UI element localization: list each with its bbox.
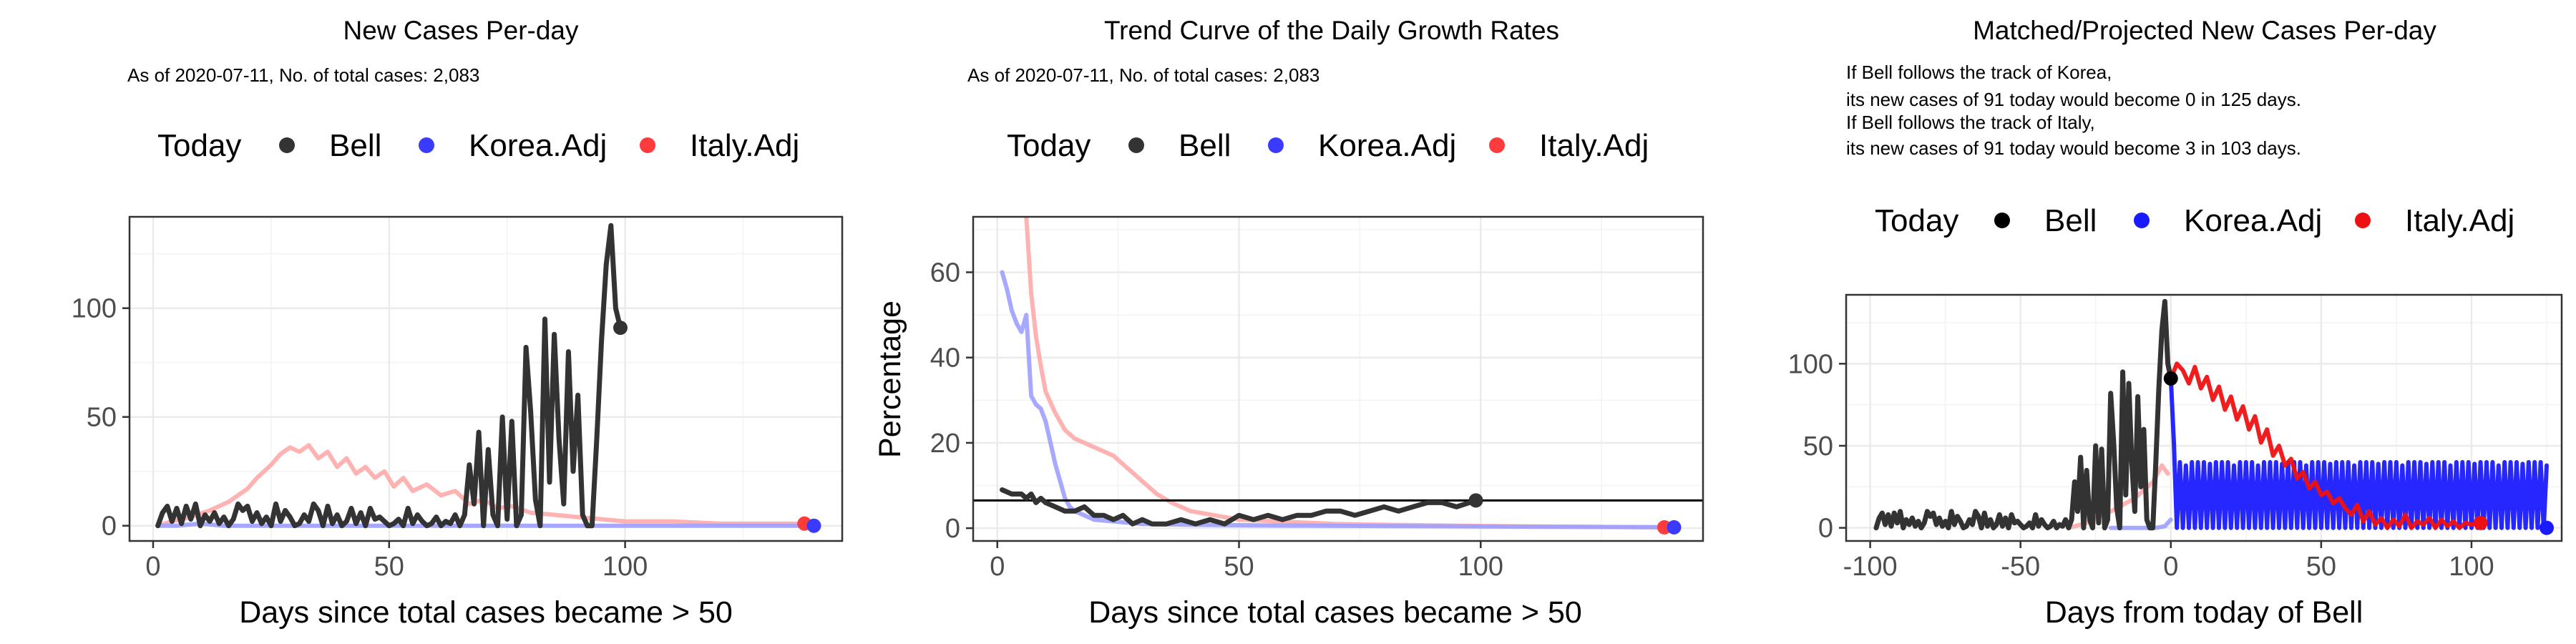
series-line-bell — [155, 223, 623, 529]
end-point-italy-adj — [2473, 515, 2488, 530]
panel1-title: New Cases Per-day — [343, 16, 579, 45]
y-tick-label: 100 — [72, 294, 117, 324]
panel3-legend: Today Bell Korea.Adj Italy.Adj — [1875, 203, 2514, 238]
panel3-note-line-4: its new cases of 91 today would become 3… — [1846, 137, 2301, 159]
panel1-ticks: 0 50 100 0 50 100 — [72, 294, 648, 582]
x-tick-label: 50 — [374, 552, 404, 582]
legend-key-korea — [1268, 137, 1284, 153]
panel3-series — [1873, 298, 2554, 535]
series-line-bell — [1873, 298, 2174, 531]
legend-label-italy: Italy.Adj — [690, 128, 799, 163]
y-tick-label: 50 — [1803, 431, 1833, 462]
legend-label-korea: Korea.Adj — [469, 128, 607, 163]
panel3-note-line-1: If Bell follows the track of Korea, — [1846, 62, 2112, 83]
panel2-plot-background — [973, 217, 1703, 541]
x-tick-label: 0 — [145, 552, 160, 582]
legend-label-bell: Bell — [1179, 128, 1231, 163]
y-tick-label: 40 — [930, 343, 960, 374]
panel1-plot-border — [128, 215, 844, 542]
y-tick-label: 0 — [102, 512, 117, 542]
x-tick-label: 0 — [990, 552, 1005, 582]
y-tick-label: 20 — [930, 429, 960, 459]
today-point-bell — [2163, 371, 2178, 386]
panel3-note-line-3: If Bell follows the track of Italy, — [1846, 112, 2095, 133]
legend-label-korea: Korea.Adj — [2184, 203, 2322, 238]
legend-label-bell: Bell — [2044, 203, 2097, 238]
x-tick-label: 100 — [1458, 552, 1503, 582]
series-line-italy-adj-projected — [2168, 361, 2483, 530]
x-tick-label: -50 — [2001, 552, 2040, 582]
today-point-korea-adj — [806, 518, 821, 533]
panel3-x-axis-label: Days from today of Bell — [2045, 595, 2363, 630]
x-tick-label: 50 — [1224, 552, 1254, 582]
x-tick-label: 100 — [602, 552, 648, 582]
panel3-note-line-2: its new cases of 91 today would become 0… — [1846, 89, 2301, 110]
series-line-italy-adj — [1024, 217, 1667, 530]
legend-key-italy — [2355, 213, 2371, 228]
legend-key-italy — [640, 137, 655, 153]
panel2-legend: Today Bell Korea.Adj Italy.Adj — [1007, 128, 1649, 163]
legend-label-bell: Bell — [329, 128, 381, 163]
x-tick-label: 50 — [2306, 552, 2336, 582]
panel1-series — [155, 223, 821, 533]
end-point-korea-adj — [2539, 520, 2554, 535]
panel1-x-axis-label: Days since total cases became > 50 — [239, 595, 733, 630]
series-line-bell — [1000, 487, 1478, 527]
x-tick-label: -100 — [1843, 552, 1898, 582]
panel2-series-clip — [973, 217, 1703, 530]
legend-label-italy: Italy.Adj — [2405, 203, 2514, 238]
y-tick-label: 0 — [1818, 514, 1833, 544]
panel3-title: Matched/Projected New Cases Per-day — [1973, 16, 2436, 45]
panel2-y-axis-label: Percentage — [873, 301, 907, 458]
legend-key-bell — [279, 137, 295, 153]
legend-key-bell — [1994, 213, 2010, 228]
panel2-subtitle: As of 2020-07-11, No. of total cases: 2,… — [967, 64, 1319, 86]
legend-label-italy: Italy.Adj — [1539, 128, 1649, 163]
panel-growth-rates: Trend Curve of the Daily Growth Rates As… — [873, 16, 1704, 630]
today-point-bell — [1468, 493, 1483, 508]
legend-label-korea: Korea.Adj — [1318, 128, 1456, 163]
y-tick-label: 50 — [87, 403, 117, 433]
legend-key-italy — [1489, 137, 1505, 153]
panel-new-cases: New Cases Per-day As of 2020-07-11, No. … — [72, 16, 844, 630]
y-tick-label: 0 — [945, 514, 960, 544]
panel3-plot-border — [1845, 293, 2563, 542]
legend-key-korea — [2134, 213, 2150, 228]
panel-matched-projected: Matched/Projected New Cases Per-day If B… — [1788, 16, 2563, 630]
panel2-plot-border — [972, 215, 1704, 542]
panel2-series — [973, 217, 1703, 535]
y-tick-label: 60 — [930, 258, 960, 288]
panel2-title: Trend Curve of the Daily Growth Rates — [1104, 16, 1559, 45]
today-point-korea-adj — [1667, 519, 1682, 535]
legend-title: Today — [1875, 203, 1958, 238]
series-line-korea-adj — [1000, 270, 1677, 530]
legend-key-bell — [1128, 137, 1144, 153]
panel2-ticks: 0 50 100 0 20 40 60 — [930, 258, 1503, 582]
legend-key-korea — [419, 137, 434, 153]
y-tick-label: 100 — [1788, 349, 1833, 379]
today-point-bell — [613, 321, 628, 336]
x-tick-label: 0 — [2163, 552, 2178, 582]
panel1-legend: Today Bell Korea.Adj Italy.Adj — [157, 128, 799, 163]
panel1-subtitle: As of 2020-07-11, No. of total cases: 2,… — [127, 64, 479, 86]
legend-title: Today — [157, 128, 241, 163]
series-line-korea-adj — [155, 521, 816, 528]
legend-title: Today — [1007, 128, 1091, 163]
series-line-italy-adj — [155, 443, 807, 528]
panel2-x-axis-label: Days since total cases became > 50 — [1088, 595, 1582, 630]
panel3-ticks: -100 -50 0 50 100 0 50 100 — [1788, 349, 2494, 582]
x-tick-label: 100 — [2449, 552, 2494, 582]
